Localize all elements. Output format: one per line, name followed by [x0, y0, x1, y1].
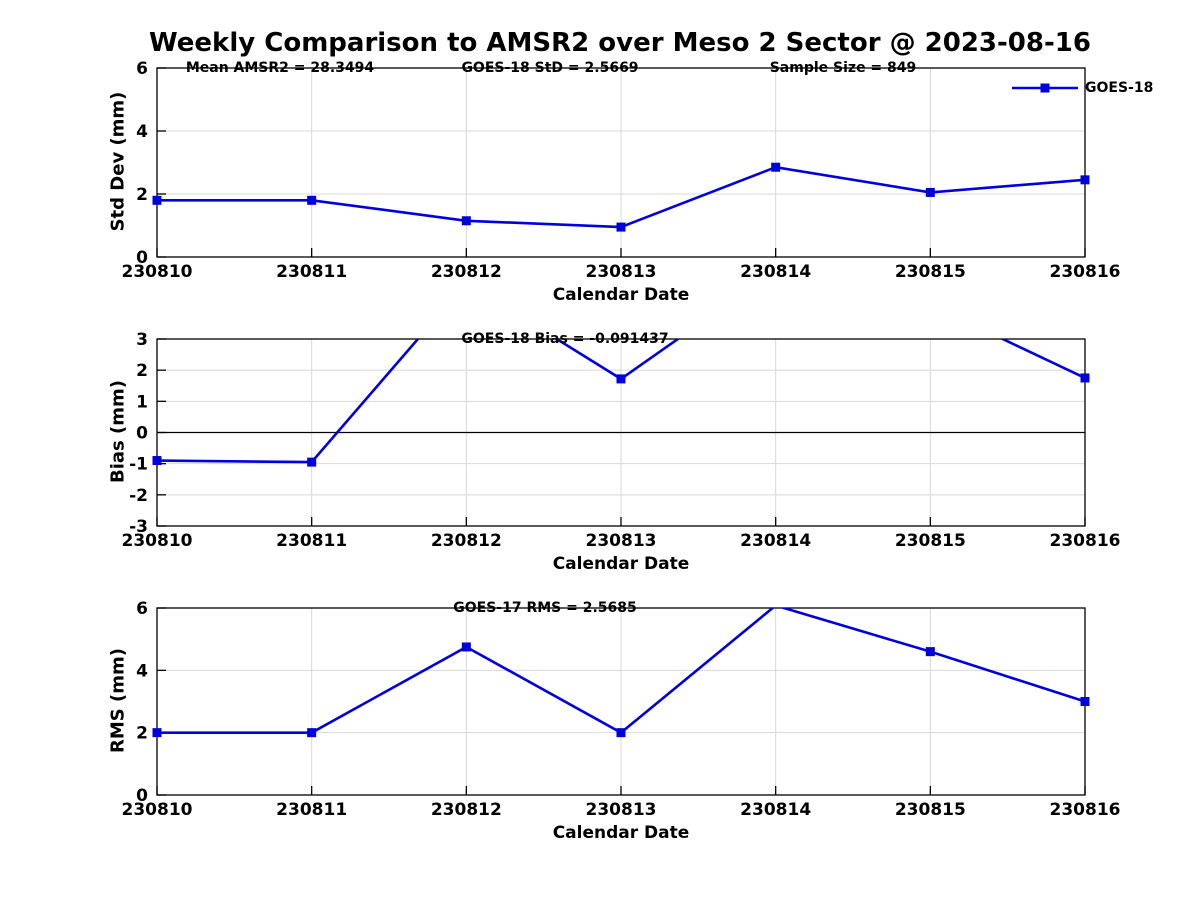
data-point-marker [307, 457, 317, 467]
y-tick-label: 0 [136, 786, 148, 806]
annotation-sample-size: Sample Size = 849 [769, 60, 917, 76]
y-tick-label: 3 [136, 330, 148, 350]
data-point-marker [1080, 373, 1090, 383]
data-point-marker [925, 647, 935, 657]
x-tick-label: 230813 [586, 262, 657, 282]
legend: GOES-18 [1012, 80, 1153, 96]
data-point-marker [152, 728, 162, 738]
data-point-marker [307, 195, 317, 205]
legend-line-marker-icon [1012, 83, 1078, 93]
x-tick-label: 230814 [740, 800, 811, 820]
legend-label: GOES-18 [1085, 80, 1154, 96]
x-tick-label: 230813 [586, 531, 657, 551]
x-tick-label: 230812 [431, 531, 502, 551]
x-tick-label: 230810 [122, 262, 193, 282]
y-tick-label: 2 [136, 185, 148, 205]
annotation-goes18-bias: GOES-18 Bias = -0.091437 [461, 331, 669, 347]
x-axis-title: Calendar Date [553, 554, 690, 574]
ylabel-rms: RMS (mm) [107, 647, 129, 753]
x-tick-label: 230815 [895, 262, 966, 282]
x-tick-label: 230811 [276, 800, 347, 820]
rms-panel: 230810 230811 230812 230813 230814 230815 2308… [122, 599, 1121, 843]
x-tick-label: 230812 [431, 262, 502, 282]
x-tick-label: 230813 [586, 800, 657, 820]
y-tick-label: -2 [129, 486, 148, 506]
ylabel-std-dev: Std Dev (mm) [107, 91, 129, 231]
std-dev-panel: 230810 230811 230812 230813 230814 230815 2308… [122, 59, 1121, 305]
annotation-mean-amsr2: Mean AMSR2 = 28.3494 [185, 60, 375, 76]
data-point-marker [616, 728, 626, 738]
data-point-marker [461, 216, 471, 226]
x-tick-label: 230816 [1050, 531, 1121, 551]
x-tick-label: 230814 [740, 531, 811, 551]
x-axis-title: Calendar Date [553, 823, 690, 843]
data-point-marker [307, 728, 317, 738]
data-point-marker [1080, 175, 1090, 185]
data-point-marker [771, 162, 781, 172]
y-tick-label: 2 [136, 361, 148, 381]
y-tick-label: -1 [129, 455, 148, 475]
legend-marker [1040, 83, 1050, 93]
data-point-marker [616, 374, 626, 384]
ylabel-bias: Bias (mm) [107, 379, 129, 483]
data-point-marker [925, 187, 935, 197]
y-tick-label: 4 [136, 122, 148, 142]
x-tick-label: 230815 [895, 800, 966, 820]
data-point-marker [152, 456, 162, 466]
annotation-goes18-std: GOES-18 StD = 2.5669 [461, 60, 639, 76]
x-tick-label: 230810 [122, 800, 193, 820]
data-point-marker [616, 222, 626, 232]
x-tick-label: 230814 [740, 262, 811, 282]
y-tick-label: 6 [136, 59, 148, 79]
y-tick-label: 2 [136, 724, 148, 744]
y-tick-label: 1 [136, 392, 148, 412]
x-tick-label: 230811 [276, 262, 347, 282]
y-tick-label: 0 [136, 248, 148, 268]
x-axis-title: Calendar Date [553, 285, 690, 305]
x-tick-label: 230812 [431, 800, 502, 820]
y-tick-label: -3 [129, 517, 148, 537]
data-point-marker [1080, 697, 1090, 706]
data-point-marker [152, 195, 162, 205]
y-tick-label: 6 [136, 599, 148, 619]
y-tick-label: 4 [136, 661, 148, 681]
page-title: Weekly Comparison to AMSR2 over Meso 2 S… [149, 28, 1091, 58]
x-tick-label: 230816 [1050, 800, 1121, 820]
x-tick-label: 230810 [122, 531, 193, 551]
y-tick-label: 0 [136, 423, 148, 443]
annotation-goes17-rms: GOES-17 RMS = 2.5685 [453, 600, 637, 616]
x-tick-label: 230815 [895, 531, 966, 551]
x-tick-label: 230816 [1050, 262, 1121, 282]
data-point-marker [461, 642, 471, 652]
bias-panel: 230810 230811 230812 230813 230814 230815 2308… [122, 330, 1121, 574]
x-tick-label: 230811 [276, 531, 347, 551]
